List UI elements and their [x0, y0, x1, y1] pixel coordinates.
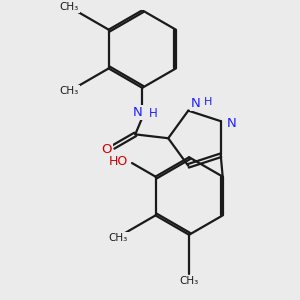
Text: HO: HO — [109, 154, 128, 168]
Text: N: N — [191, 97, 201, 110]
Text: H: H — [204, 97, 213, 107]
Text: CH₃: CH₃ — [60, 2, 79, 12]
Text: N: N — [133, 106, 142, 119]
Text: CH₃: CH₃ — [179, 275, 199, 286]
Text: CH₃: CH₃ — [108, 233, 128, 243]
Text: H: H — [149, 106, 158, 119]
Text: O: O — [101, 143, 112, 156]
Text: N: N — [227, 117, 236, 130]
Text: CH₃: CH₃ — [60, 86, 79, 96]
